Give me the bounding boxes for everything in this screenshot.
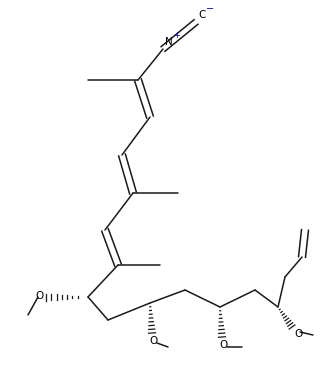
Text: +: + [173, 31, 180, 40]
Text: −: − [206, 4, 214, 14]
Text: O: O [219, 340, 227, 350]
Text: C: C [198, 10, 205, 20]
Text: O: O [36, 291, 44, 301]
Text: O: O [294, 329, 302, 339]
Text: N: N [165, 37, 173, 47]
Text: O: O [149, 336, 157, 346]
